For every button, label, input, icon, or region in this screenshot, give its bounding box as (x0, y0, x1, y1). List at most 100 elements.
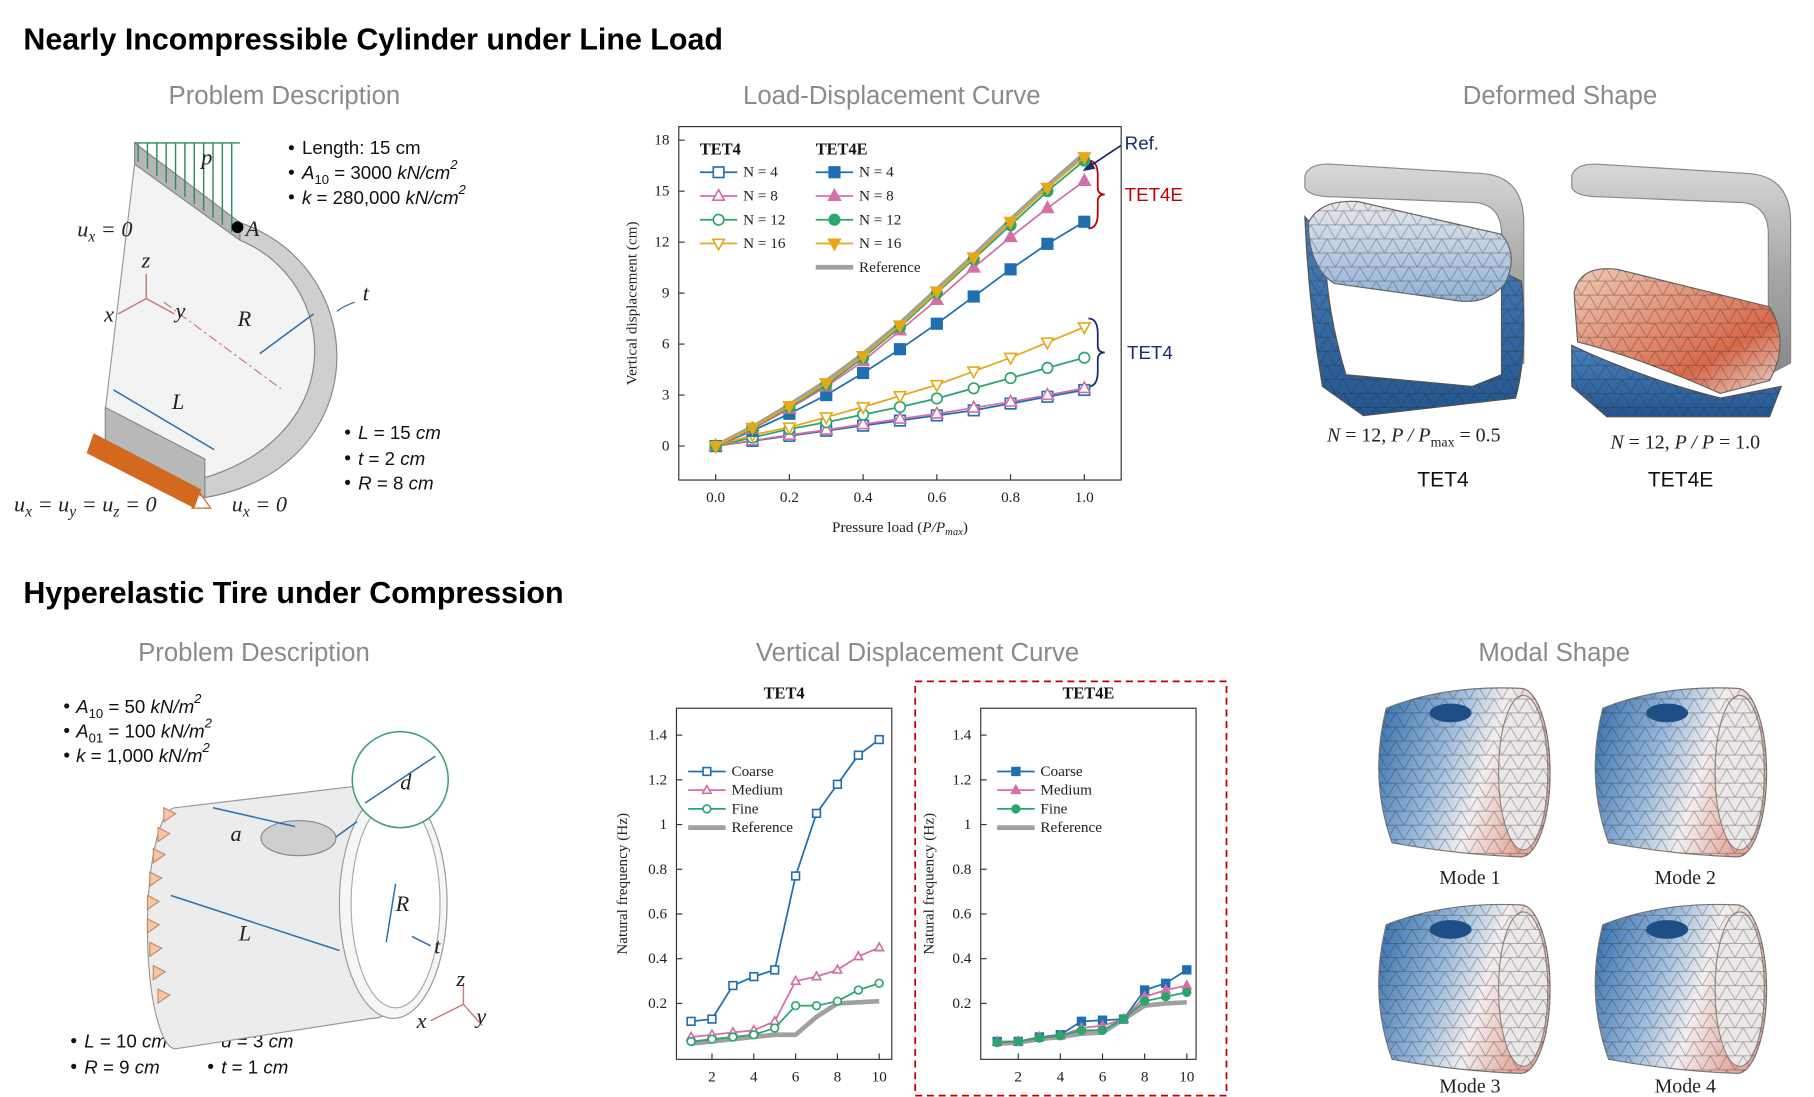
marker (992, 1037, 1002, 1048)
diagram-label: ux = 0 (77, 216, 132, 246)
y-tick-label: 0.6 (952, 905, 971, 922)
text-run: Pressure load ( (832, 518, 922, 535)
marker (855, 416, 871, 430)
legend-label: N = 12 (859, 211, 901, 228)
legend-label: N = 4 (859, 164, 894, 181)
legend-marker (828, 166, 841, 179)
cylinder-diagram (86, 141, 355, 509)
diagram-label: ux = 0 (232, 491, 287, 521)
plot-frame (678, 126, 1122, 481)
legend-marker (1010, 783, 1022, 795)
tire-diagram (146, 730, 483, 1050)
diagram-label: R (395, 891, 410, 916)
marker (707, 1034, 717, 1044)
diagram-label: x (416, 1008, 427, 1033)
marker (1040, 387, 1055, 401)
y-axis-label: Natural frequency (Hz) (614, 813, 631, 955)
marker (832, 996, 843, 1006)
y-tick-label: 15 (654, 183, 669, 200)
series-line (690, 982, 880, 1043)
marker (853, 985, 864, 995)
legend-marker (701, 783, 713, 795)
text-run: = 0 (119, 491, 156, 516)
series-line (997, 999, 1187, 1047)
x-tick-label: 2 (1014, 1068, 1022, 1085)
mode-shape (1594, 687, 1768, 858)
deformed-shape (1304, 163, 1525, 417)
text-run: P / P (1674, 432, 1714, 454)
marker (1077, 322, 1092, 336)
marker (855, 401, 871, 415)
legend-label: Medium (731, 782, 783, 799)
marker (930, 392, 943, 405)
marker (1076, 1025, 1087, 1035)
legend-marker (827, 187, 842, 202)
marker (811, 808, 822, 819)
marker (1161, 992, 1171, 1002)
y-axis-label: Natural frequency (Hz) (921, 813, 938, 955)
text-run: z (112, 503, 119, 520)
marker (745, 422, 760, 436)
text-run: cm (400, 447, 425, 468)
annotation: Ref. (1125, 132, 1159, 153)
y-tick-label: 1 (964, 816, 972, 833)
y-axis-label: Vertical displacement (cm) (623, 221, 640, 385)
annotation: TET4E (1125, 184, 1183, 205)
text-run: = 10 (95, 1030, 142, 1051)
text-run: kN/cm (406, 186, 459, 207)
marker (874, 734, 884, 745)
x-tick-label: 2 (708, 1068, 716, 1085)
marker (819, 378, 834, 392)
legend-marker (1011, 804, 1021, 814)
legend-label: N = 16 (743, 235, 786, 252)
marker (1077, 172, 1092, 187)
text-run: = 1,000 (85, 745, 158, 766)
marker (892, 390, 908, 404)
text-run: cm (416, 422, 441, 443)
mode-shape (1378, 687, 1551, 858)
text-run: A (301, 162, 315, 183)
marker (770, 1023, 780, 1033)
y-tick-label: 0.2 (952, 995, 971, 1012)
text-run: P/P (921, 518, 945, 535)
text-run: ) (963, 518, 968, 535)
y-tick-label: 0.8 (952, 861, 971, 878)
diagram-label: z (455, 966, 465, 991)
text-run: 01 (89, 730, 104, 745)
panel-header: Modal Shape (1478, 639, 1630, 667)
text-run: 2 (204, 715, 213, 730)
text-run: cm (269, 1030, 294, 1051)
text-run: 2 (201, 740, 210, 755)
text-run: 10 (89, 706, 104, 721)
text-run: t (358, 447, 364, 468)
x-tick-label: 10 (872, 1068, 888, 1085)
legend-label: N = 12 (743, 211, 785, 228)
diagram-label: p (199, 145, 212, 170)
bullet: Length: 15 cm (302, 137, 421, 158)
annotation: TET4 (1127, 342, 1173, 363)
marker (782, 422, 797, 436)
text-run: N (1326, 425, 1342, 447)
marker (874, 978, 884, 988)
marker (929, 405, 945, 419)
text-run: = 9 (98, 1056, 135, 1077)
y-tick-label: 1 (659, 816, 667, 833)
shape-caption: N = 12, P / P = 1.0 (1609, 432, 1760, 454)
marker (819, 412, 834, 426)
text-run: = u (32, 491, 69, 516)
text-run: u (232, 491, 243, 516)
marker (1182, 965, 1192, 975)
marker (873, 941, 885, 952)
marker (1181, 979, 1193, 990)
legend-marker (1011, 766, 1021, 777)
diagram-label: t (434, 933, 441, 958)
y-tick-label: 1.4 (648, 727, 667, 744)
text-run: N (1609, 432, 1625, 454)
legend-label: Coarse (731, 763, 773, 780)
text-run: = 1 (226, 1056, 263, 1077)
text-run: = 12, (1624, 432, 1675, 454)
text-run: x (24, 503, 32, 520)
legend-marker (828, 213, 841, 226)
bullet: L = 10 cm (84, 1030, 167, 1051)
marker (769, 1014, 781, 1026)
